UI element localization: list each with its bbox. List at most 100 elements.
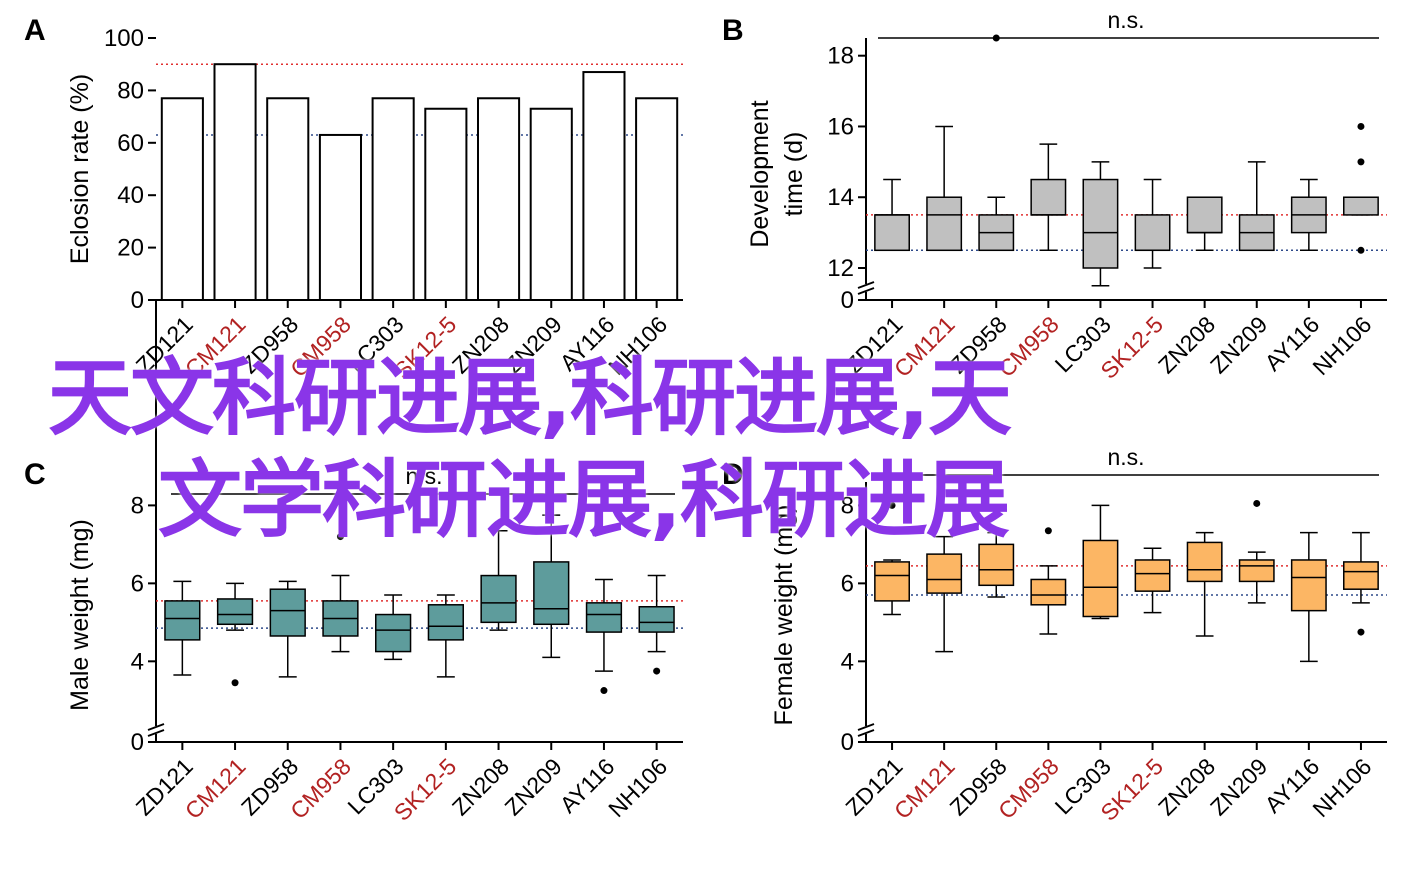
bar bbox=[424, 107, 468, 301]
y-axis-title: Development bbox=[746, 100, 774, 247]
y-tick-label: 8 bbox=[841, 492, 854, 519]
box bbox=[926, 553, 963, 594]
box bbox=[978, 543, 1015, 587]
y-axis-title: Female weight (mg) bbox=[770, 505, 798, 726]
significance-label: n.s. bbox=[1107, 7, 1144, 33]
x-category-label: NH106 bbox=[603, 311, 672, 380]
y-tick-label: 6 bbox=[841, 570, 854, 597]
y-axis-title: Male weight (mg) bbox=[66, 519, 94, 711]
box bbox=[1082, 539, 1119, 618]
box bbox=[1186, 541, 1223, 583]
outlier-point bbox=[1357, 246, 1365, 254]
box bbox=[585, 602, 623, 633]
x-category-label: CM958 bbox=[285, 311, 356, 382]
panel-letter: C bbox=[24, 458, 46, 491]
box bbox=[926, 196, 963, 252]
y-tick-label: 4 bbox=[131, 648, 144, 675]
bar bbox=[635, 97, 679, 302]
x-category-label: NH106 bbox=[1307, 753, 1376, 822]
bar bbox=[318, 133, 363, 301]
x-category-label: ZN208 bbox=[447, 311, 514, 378]
box bbox=[1030, 178, 1067, 216]
outlier-point bbox=[1357, 158, 1365, 166]
panel-letter: B bbox=[722, 14, 744, 47]
box bbox=[874, 214, 910, 252]
y-tick-label: 8 bbox=[131, 492, 144, 519]
box bbox=[269, 588, 306, 637]
significance-label: n.s. bbox=[405, 463, 442, 489]
axis-break-mark bbox=[857, 723, 875, 731]
x-category-label: ZN208 bbox=[1153, 311, 1220, 378]
bar bbox=[160, 97, 204, 302]
x-category-label: NH106 bbox=[1307, 311, 1376, 380]
box bbox=[874, 561, 910, 602]
outlier-point bbox=[1357, 122, 1365, 130]
outlier-point bbox=[1253, 499, 1261, 507]
bar bbox=[371, 97, 415, 302]
y-tick-label: 0 bbox=[131, 729, 144, 756]
axis-break-mark bbox=[857, 287, 875, 295]
x-category-label: ZN209 bbox=[500, 753, 567, 820]
x-category-label: ZN209 bbox=[500, 311, 567, 378]
x-category-label: CM121 bbox=[180, 753, 251, 824]
box bbox=[1343, 196, 1379, 216]
box bbox=[1238, 559, 1275, 583]
box bbox=[216, 598, 254, 626]
box bbox=[1030, 578, 1067, 606]
axis-break-mark bbox=[147, 723, 165, 731]
axis-break-mark bbox=[857, 729, 875, 737]
axis-break-mark bbox=[147, 729, 165, 737]
panel-letter: D bbox=[722, 458, 744, 491]
outlier-point bbox=[231, 679, 239, 687]
box bbox=[427, 604, 464, 641]
box bbox=[480, 574, 517, 624]
box bbox=[1134, 214, 1171, 252]
y-tick-label: 6 bbox=[131, 570, 144, 597]
y-tick-label: 18 bbox=[827, 43, 854, 70]
box bbox=[1186, 196, 1223, 234]
y-tick-label: 0 bbox=[841, 287, 854, 314]
outlier-point bbox=[888, 501, 896, 509]
x-category-label: ZN208 bbox=[447, 753, 514, 820]
bar bbox=[582, 71, 626, 301]
x-category-label: ZN209 bbox=[1205, 311, 1272, 378]
box bbox=[533, 561, 570, 626]
panel-letter: A bbox=[24, 14, 46, 47]
outlier-point bbox=[1357, 628, 1365, 636]
bar bbox=[213, 63, 257, 301]
y-tick-label: 0 bbox=[131, 287, 144, 314]
x-category-label: CM958 bbox=[285, 753, 356, 824]
box bbox=[1290, 559, 1327, 612]
x-category-label: ZN208 bbox=[1153, 753, 1220, 820]
box bbox=[1082, 178, 1119, 269]
y-tick-label: 100 bbox=[104, 25, 144, 52]
y-tick-label: 20 bbox=[117, 235, 144, 262]
y-tick-label: 16 bbox=[827, 113, 854, 140]
y-tick-label: 80 bbox=[117, 77, 144, 104]
outlier-point bbox=[336, 533, 344, 541]
y-tick-label: 12 bbox=[827, 255, 854, 282]
bar bbox=[266, 97, 310, 302]
y-tick-label: 14 bbox=[827, 184, 854, 211]
bar bbox=[476, 97, 521, 302]
significance-label: n.s. bbox=[1107, 444, 1144, 470]
y-tick-label: 0 bbox=[841, 729, 854, 756]
y-axis-title: Eclosion rate (%) bbox=[66, 74, 94, 264]
y-tick-label: 4 bbox=[841, 648, 854, 675]
box bbox=[638, 605, 675, 633]
box bbox=[375, 613, 412, 653]
x-category-label: CM121 bbox=[180, 311, 251, 382]
outlier-point bbox=[1044, 527, 1052, 535]
y-tick-label: 40 bbox=[117, 182, 144, 209]
box bbox=[164, 600, 201, 641]
axis-break-mark bbox=[857, 281, 875, 289]
y-tick-label: 60 bbox=[117, 130, 144, 157]
box bbox=[1134, 559, 1171, 592]
box bbox=[1343, 561, 1379, 590]
y-axis-title-line-2: time (d) bbox=[780, 132, 808, 217]
